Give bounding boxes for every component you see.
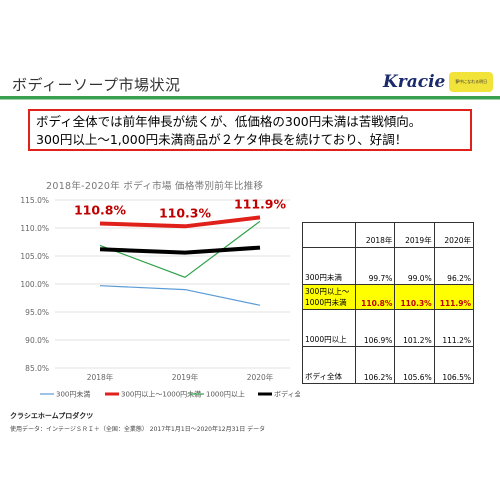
table-row-highlighted: 300円以上～1000円未満 110.8% 110.3% 111.9% bbox=[301, 284, 475, 310]
table-cell: 111.9% bbox=[433, 284, 475, 310]
series-line-4 bbox=[99, 245, 261, 255]
table-cell: 106.5% bbox=[433, 346, 475, 384]
table-cell: 99.7% bbox=[355, 247, 396, 285]
table-header-2019: 2019年 bbox=[394, 222, 435, 248]
table-cell: 96.2% bbox=[433, 247, 475, 285]
callout-line-2: 300円以上～1,000円未満商品が２ケタ伸長を続けており、好調！ bbox=[36, 132, 408, 147]
logo-tagline: 夢中になれる明日 bbox=[455, 79, 488, 84]
data-label: 110.3% bbox=[159, 205, 212, 220]
table-row: ボディ全体 106.2% 105.6% 106.5% bbox=[301, 346, 475, 384]
legend-label: 300円未満 bbox=[56, 390, 90, 399]
line-chart: 85.0% 90.0% 95.0% 100.0% 105.0% 110.0% 115.0% 2… bbox=[20, 196, 300, 399]
kracie-logo: Kracie 夢中になれる明日 bbox=[383, 68, 493, 96]
data-table: 2018年 2019年 2020年 300円未満 99.7% 99.0% 96.… bbox=[301, 222, 475, 384]
table-header-row: 2018年 2019年 2020年 bbox=[301, 222, 475, 248]
table-header-2018: 2018年 bbox=[355, 222, 396, 248]
chart-title: 2018年-2020年 ボディ市場 価格帯別前年比推移 bbox=[46, 181, 264, 192]
series-line-2 bbox=[99, 215, 261, 229]
row-label: 300円未満 bbox=[301, 247, 357, 285]
y-tick-label: 105.0% bbox=[20, 252, 49, 261]
y-tick-label: 95.0% bbox=[25, 308, 49, 317]
slide-title: ボディーソープ市場状況 bbox=[12, 76, 181, 94]
table-cell: 99.0% bbox=[394, 247, 435, 285]
legend-label: 1000円以上 bbox=[206, 390, 245, 399]
row-label: 300円以上～1000円未満 bbox=[301, 284, 357, 310]
x-tick-label: 2019年 bbox=[172, 372, 199, 382]
logo-wordmark: Kracie bbox=[383, 72, 446, 92]
y-tick-label: 115.0% bbox=[20, 196, 49, 205]
legend-label: 300円以上～1000円未満 bbox=[121, 390, 201, 399]
x-tick-label: 2020年 bbox=[247, 372, 274, 382]
row-label: 1000円以上 bbox=[301, 309, 357, 347]
table-header-2020: 2020年 bbox=[433, 222, 475, 248]
data-label: 111.9% bbox=[234, 196, 287, 211]
table-cell: 106.9% bbox=[355, 309, 396, 347]
data-source-note: 使用データ：インテージＳＲＩ＋（全国：全業態） 2017年1月1日～2020年1… bbox=[10, 426, 266, 433]
table-cell: 110.8% bbox=[355, 284, 396, 310]
table-corner bbox=[301, 222, 357, 248]
series-line-1 bbox=[99, 285, 261, 306]
table-cell: 111.2% bbox=[433, 309, 475, 347]
x-tick-label: 2018年 bbox=[87, 372, 114, 382]
y-tick-label: 90.0% bbox=[25, 336, 49, 345]
legend-label: ボディ全体 bbox=[274, 390, 300, 399]
table-cell: 101.2% bbox=[394, 309, 435, 347]
table-row: 300円未満 99.7% 99.0% 96.2% bbox=[301, 247, 475, 285]
table-cell: 106.2% bbox=[355, 346, 396, 384]
table-cell: 110.3% bbox=[394, 284, 435, 310]
callout-line-1: ボディ全体では前年伸長が続くが、低価格の300円未満は苦戦傾向。 bbox=[36, 114, 422, 129]
company-name: クラシエホームプロダクツ bbox=[10, 412, 94, 420]
y-tick-label: 110.0% bbox=[20, 224, 49, 233]
logo-badge: 夢中になれる明日 bbox=[449, 72, 493, 92]
summary-callout: ボディ全体では前年伸長が続くが、低価格の300円未満は苦戦傾向。 300円以上～… bbox=[28, 109, 472, 151]
title-divider bbox=[0, 96, 500, 99]
data-label: 110.8% bbox=[74, 203, 127, 218]
row-label: ボディ全体 bbox=[301, 346, 357, 384]
series-line-3 bbox=[99, 220, 261, 278]
y-tick-label: 100.0% bbox=[20, 280, 49, 289]
table-row: 1000円以上 106.9% 101.2% 111.2% bbox=[301, 309, 475, 347]
table-cell: 105.6% bbox=[394, 346, 435, 384]
y-tick-label: 85.0% bbox=[25, 364, 49, 373]
title-divider-light bbox=[0, 99, 500, 100]
